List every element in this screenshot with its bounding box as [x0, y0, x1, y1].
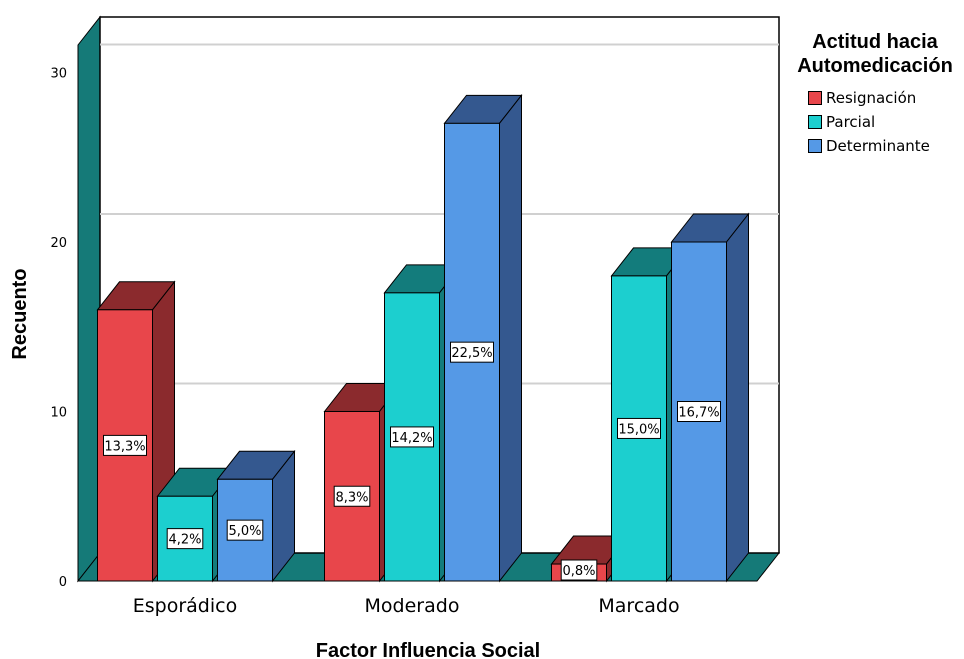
- data-label: 22,5%: [451, 346, 492, 361]
- data-label-box: [677, 401, 721, 422]
- legend-swatch: [808, 115, 822, 129]
- legend-swatch: [808, 91, 822, 105]
- legend-label: Determinante: [826, 137, 930, 155]
- y-tick-label: 20: [50, 236, 67, 251]
- y-tick-label: 0: [59, 575, 67, 590]
- data-label-box: [226, 519, 264, 541]
- data-label-box: [390, 426, 434, 448]
- legend-item-resignacion: Resignación: [808, 86, 964, 110]
- data-label: 8,3%: [335, 490, 368, 505]
- data-label-box: [617, 417, 661, 439]
- y-axis-title: Recuento: [9, 268, 31, 359]
- legend-item-determinante: Determinante: [808, 134, 964, 158]
- legend-item-parcial: Parcial: [808, 110, 964, 134]
- x-tick-label: Moderado: [365, 595, 460, 617]
- legend: Actitud hacia Automedicación Resignación…: [786, 30, 964, 158]
- y-tick-label: 30: [50, 67, 67, 82]
- data-label-box: [103, 434, 147, 456]
- data-label-box: [450, 341, 494, 363]
- x-tick-label: Esporádico: [133, 595, 237, 617]
- data-label: 14,2%: [391, 431, 432, 446]
- legend-items: Resignación Parcial Determinante: [786, 86, 964, 158]
- data-label-box: [560, 559, 598, 581]
- data-label: 13,3%: [104, 439, 145, 454]
- bar-marcado-determinante-side: [726, 212, 749, 583]
- legend-title: Actitud hacia Automedicación: [786, 30, 964, 78]
- data-label: 4,2%: [168, 533, 201, 548]
- legend-label: Resignación: [826, 89, 917, 107]
- data-label: 0,8%: [562, 564, 595, 579]
- data-label-box: [333, 485, 371, 507]
- bar-moderado-determinante-side: [499, 93, 522, 583]
- legend-swatch: [808, 139, 822, 153]
- legend-label: Parcial: [826, 113, 876, 131]
- legend-title-line-1: Actitud hacia: [812, 31, 938, 53]
- data-label: 16,7%: [678, 406, 719, 421]
- data-label-box: [166, 528, 204, 550]
- y-tick-label: 10: [50, 406, 67, 421]
- data-label: 15,0%: [618, 422, 659, 437]
- data-label: 5,0%: [228, 524, 261, 539]
- x-tick-label: Marcado: [598, 595, 679, 617]
- x-axis-title: Factor Influencia Social: [316, 640, 541, 659]
- legend-title-line-2: Automedicación: [797, 55, 953, 77]
- left-wall: [77, 15, 101, 583]
